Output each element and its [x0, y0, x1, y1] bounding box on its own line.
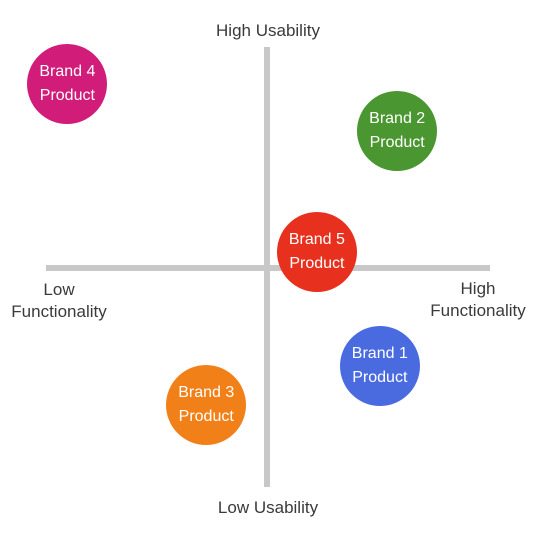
product-bubble-brand-5: Brand 5 Product — [276, 211, 357, 292]
high-usability-label: High Usability — [168, 20, 368, 42]
product-label-line1: Brand 3 — [178, 384, 235, 402]
product-label-line1: Brand 5 — [288, 230, 345, 248]
product-label-line2: Product — [178, 408, 234, 426]
low-usability-text: Low Usability — [217, 498, 319, 517]
product-label-line1: Brand 1 — [351, 345, 408, 363]
high-usability-text: High Usability — [216, 21, 320, 40]
high-functionality-line1: High — [460, 279, 496, 298]
low-usability-label: Low Usability — [168, 497, 368, 519]
low-functionality-line1: Low — [43, 280, 75, 299]
low-functionality-label: Low Functionality — [0, 279, 118, 323]
product-bubble-brand-2: Brand 2 Product — [357, 90, 438, 171]
product-label-line2: Product — [352, 369, 408, 387]
product-label-line1: Brand 2 — [369, 109, 426, 127]
low-functionality-line2: Functionality — [11, 302, 107, 321]
product-bubble-brand-3: Brand 3 Product — [166, 365, 247, 446]
product-bubble-brand-4: Brand 4 Product — [27, 43, 108, 124]
high-functionality-line2: Functionality — [430, 301, 526, 320]
product-label-line1: Brand 4 — [39, 62, 96, 80]
product-bubble-brand-1: Brand 1 Product — [339, 326, 420, 407]
high-functionality-label: High Functionality — [420, 278, 536, 322]
product-label-line2: Product — [289, 254, 345, 272]
product-label-line2: Product — [39, 86, 95, 104]
product-label-line2: Product — [369, 133, 425, 151]
